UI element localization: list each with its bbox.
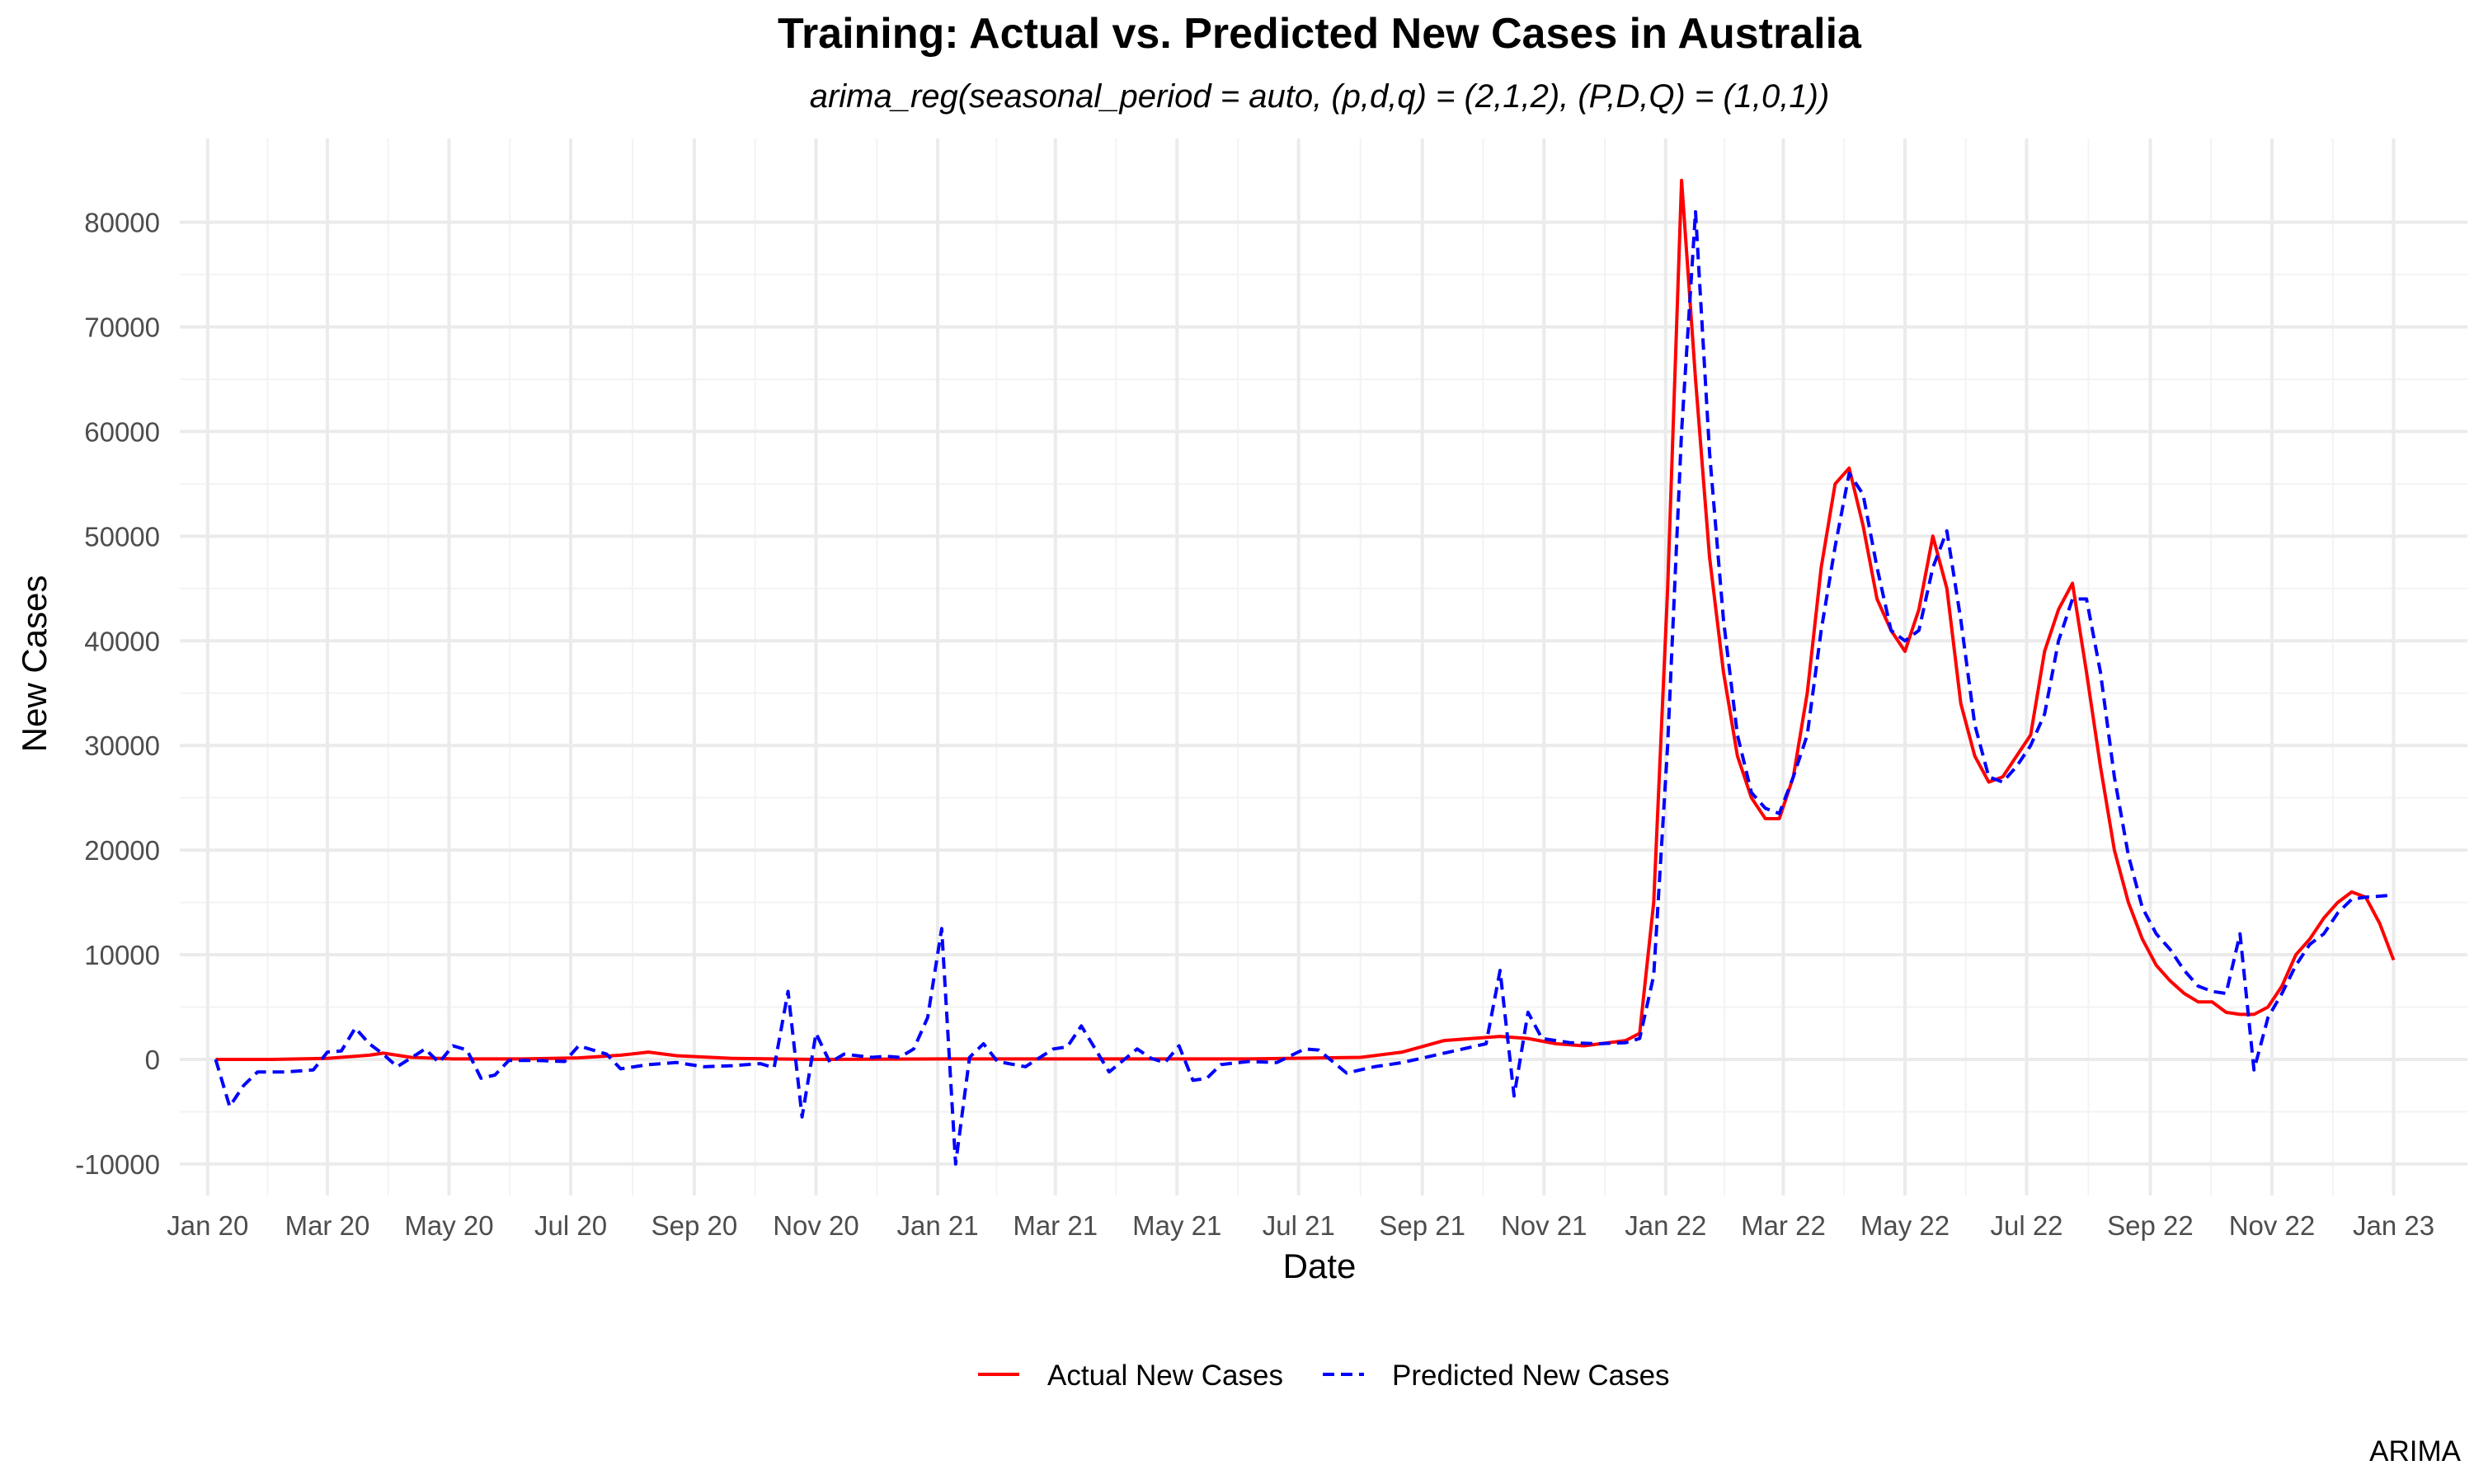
x-tick-label: Jul 22 — [1990, 1210, 2062, 1241]
x-tick-label: May 20 — [404, 1210, 493, 1241]
x-tick-label: Mar 22 — [1741, 1210, 1826, 1241]
chart-title: Training: Actual vs. Predicted New Cases… — [778, 10, 1862, 58]
series-layer — [214, 178, 2396, 1166]
y-tick-label: 10000 — [84, 940, 160, 970]
x-tick-label: Mar 21 — [1013, 1210, 1098, 1241]
series-line-predicted — [214, 209, 2394, 1166]
x-tick-label: Jan 23 — [2353, 1210, 2434, 1241]
x-tick-label: May 22 — [1860, 1210, 1950, 1241]
y-tick-label: 60000 — [84, 416, 160, 447]
y-tick-label: 80000 — [84, 208, 160, 238]
y-tick-label: -10000 — [75, 1149, 160, 1180]
legend: Actual New Cases Predicted New Cases — [978, 1360, 1670, 1392]
y-tick-label: 0 — [145, 1045, 160, 1075]
x-tick-label: Mar 20 — [285, 1210, 370, 1241]
x-tick-label: Jan 21 — [896, 1210, 978, 1241]
x-tick-label: Nov 22 — [2229, 1210, 2316, 1241]
x-tick-label: Nov 21 — [1501, 1210, 1587, 1241]
x-tick-label: Jan 20 — [167, 1210, 248, 1241]
y-tick-label: 40000 — [84, 626, 160, 656]
y-axis-ticks: -10000 0 10000 20000 30000 40000 50000 60000 700… — [75, 208, 160, 1180]
y-tick-label: 70000 — [84, 312, 160, 342]
chart-subtitle: arima_reg(seasonal_period = auto, (p,d,q… — [810, 78, 1830, 115]
x-tick-label: May 21 — [1132, 1210, 1221, 1241]
legend-label-predicted: Predicted New Cases — [1392, 1360, 1670, 1392]
y-tick-label: 20000 — [84, 835, 160, 866]
legend-label-actual: Actual New Cases — [1047, 1360, 1283, 1392]
x-tick-label: Jul 21 — [1263, 1210, 1335, 1241]
x-axis-title: Date — [1283, 1247, 1357, 1285]
grid — [180, 139, 2467, 1195]
chart-caption: ARIMA — [2369, 1435, 2462, 1468]
x-tick-label: Jul 20 — [534, 1210, 607, 1241]
y-tick-label: 50000 — [84, 521, 160, 552]
x-tick-label: Sep 21 — [1379, 1210, 1465, 1241]
x-tick-label: Nov 20 — [773, 1210, 859, 1241]
y-tick-label: 30000 — [84, 730, 160, 761]
x-axis-ticks: Jan 20 Mar 20 May 20 Jul 20 Sep 20 Nov 20 Jan … — [167, 1210, 2434, 1241]
x-tick-label: Sep 22 — [2107, 1210, 2194, 1241]
x-tick-label: Jan 22 — [1625, 1210, 1706, 1241]
y-axis-title: New Cases — [15, 575, 54, 753]
x-tick-label: Sep 20 — [651, 1210, 738, 1241]
